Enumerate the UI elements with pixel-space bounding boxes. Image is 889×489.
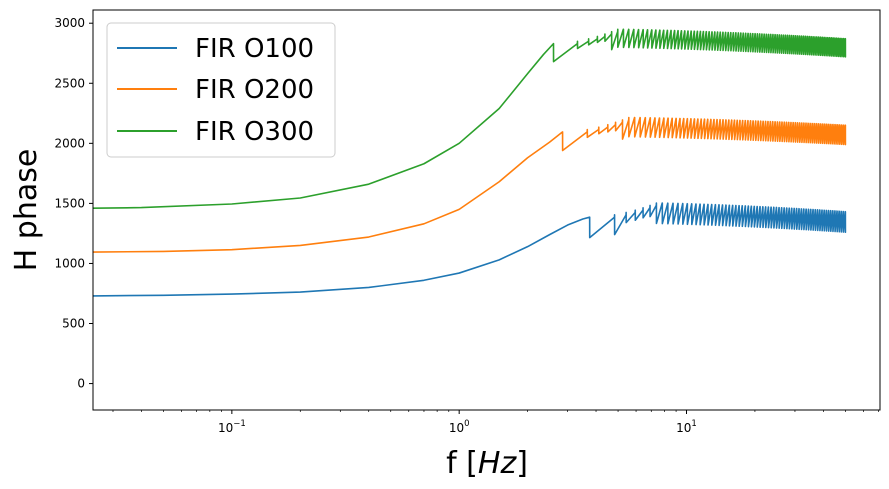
x-axis-label: f [Hz] [446,446,528,481]
series-line-fir-o100 [92,202,847,297]
x-axis-ticks: 10−1 100 101 [112,410,879,435]
y-axis-ticks: 0 500 1000 1500 2000 2500 3000 [54,16,93,391]
y-tick-label: 3000 [54,16,85,30]
x-tick-label: 101 [676,419,697,435]
x-tick-label: 100 [449,419,470,435]
legend-frame [106,22,336,158]
series-line-fir-o300 [92,28,847,209]
x-tick-label: 10−1 [218,419,246,435]
plot-frame [92,9,881,411]
legend-label-fir-o200: FIR O200 [195,75,314,105]
y-tick-label: 1000 [54,256,85,270]
y-tick-label: 500 [62,317,85,331]
legend: FIR O100 FIR O200 FIR O300 [106,22,336,158]
series-layer [92,28,847,297]
legend-label-fir-o100: FIR O100 [195,34,314,64]
y-tick-label: 1500 [54,196,85,210]
y-axis-label: H phase [9,149,44,272]
y-tick-label: 2000 [54,136,85,150]
series-line-fir-o200 [92,116,847,253]
legend-label-fir-o300: FIR O300 [195,117,314,147]
y-tick-label: 2500 [54,76,85,90]
y-tick-label: 0 [77,377,85,391]
